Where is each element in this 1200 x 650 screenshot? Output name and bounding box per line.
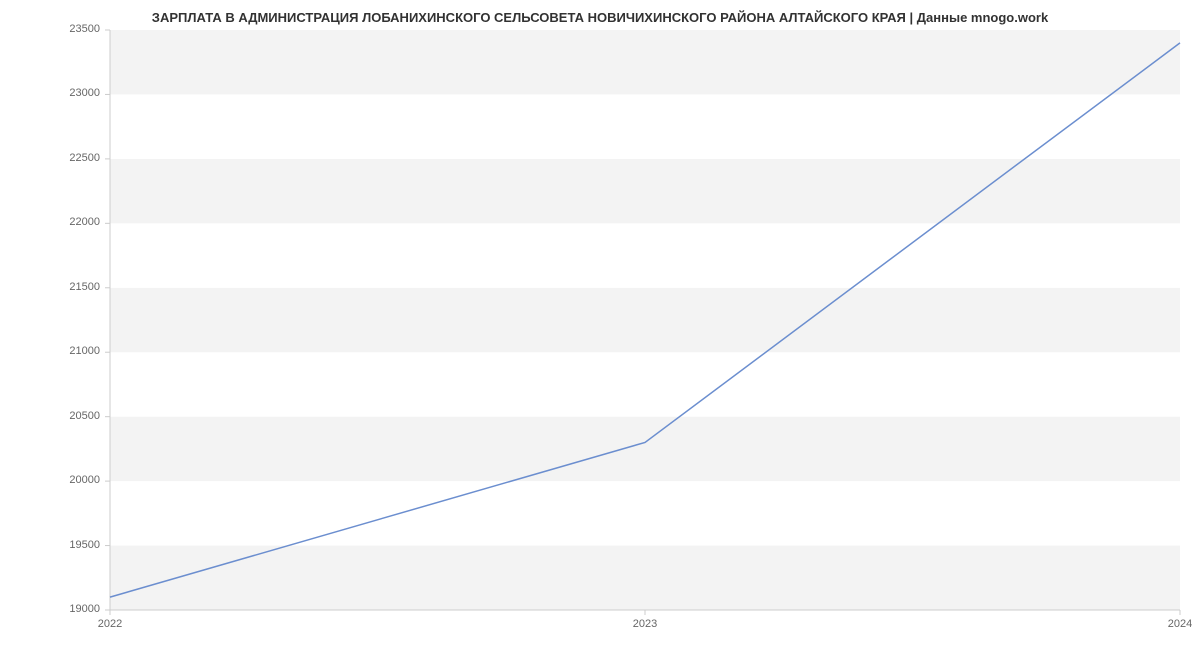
y-tick-label: 20500 — [69, 410, 100, 422]
y-tick-label: 22000 — [69, 216, 100, 228]
y-tick-label: 21500 — [69, 281, 100, 293]
y-tick-label: 22500 — [69, 152, 100, 164]
x-tick-label: 2024 — [1168, 618, 1192, 630]
chart-plot — [110, 30, 1180, 610]
y-tick-label: 19500 — [69, 539, 100, 551]
y-tick-label: 20000 — [69, 474, 100, 486]
y-tick-label: 19000 — [69, 603, 100, 615]
x-tick-label: 2022 — [98, 618, 122, 630]
x-tick-label: 2023 — [633, 618, 657, 630]
y-tick-label: 23500 — [69, 23, 100, 35]
y-tick-label: 23000 — [69, 87, 100, 99]
chart-title: ЗАРПЛАТА В АДМИНИСТРАЦИЯ ЛОБАНИХИНСКОГО … — [0, 10, 1200, 25]
y-tick-label: 21000 — [69, 345, 100, 357]
